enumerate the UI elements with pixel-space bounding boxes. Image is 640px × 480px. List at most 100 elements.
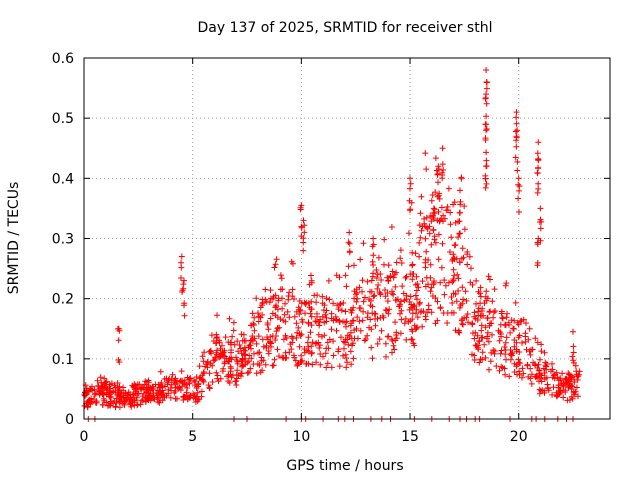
data-point [535,157,542,164]
data-point [289,286,296,293]
data-point [567,397,573,403]
data-point [270,362,277,369]
data-point [569,353,576,360]
data-point [387,273,394,280]
data-point [370,293,377,300]
data-point [377,290,384,297]
data-point [112,404,119,411]
data-point [356,318,363,325]
data-point [487,276,493,283]
data-point [407,293,414,300]
data-point [402,315,409,322]
data-point [389,290,395,297]
data-point [359,277,366,284]
data-point [143,379,150,386]
data-point [442,282,449,289]
data-point [157,397,163,404]
data-point [570,357,577,364]
data-point [267,287,274,294]
data-point [482,135,489,142]
data-point [439,145,446,152]
data-point [253,370,260,377]
data-point [483,85,490,92]
data-point [553,369,560,376]
data-point [486,366,492,373]
data-point [286,289,293,296]
data-point [432,320,439,327]
data-point [459,284,466,291]
data-point [271,356,278,363]
data-point [513,109,520,116]
data-point [255,350,261,357]
data-point [295,324,302,331]
data-point [474,332,481,339]
data-point [449,300,456,306]
data-point [372,311,379,317]
data-point [372,322,379,329]
data-point [265,336,272,343]
data-point [447,209,454,216]
data-point [250,320,257,327]
data-point [475,308,482,315]
data-point [333,327,340,334]
data-point [289,293,296,300]
data-point [465,319,472,326]
data-point [512,299,519,306]
data-point [393,332,400,338]
data-point [382,287,388,293]
data-point [491,286,498,293]
data-point [456,209,463,216]
data-point [390,342,397,349]
data-point [409,305,416,312]
data-point [308,313,315,320]
data-point [534,259,541,266]
data-point [468,265,474,272]
data-point [381,261,387,268]
data-point [210,357,217,364]
data-point [347,306,354,313]
data-point [312,340,319,347]
data-point [437,304,444,311]
data-point [234,338,241,345]
data-point [479,349,486,356]
data-point [93,398,100,405]
data-point [502,339,509,346]
data-point [513,339,520,346]
data-point [167,394,174,401]
data-point [416,222,423,229]
data-point [234,360,241,367]
data-point [266,299,273,306]
data-point [241,351,248,358]
data-point [413,273,420,280]
data-point [116,359,123,365]
data-point [570,359,577,366]
data-point [130,391,137,398]
data-point [483,113,490,120]
data-point [574,373,580,380]
data-point [273,333,279,339]
data-point [538,341,545,348]
data-point [323,314,330,321]
data-point [427,213,434,220]
data-point [257,369,264,376]
data-point [298,352,305,359]
data-point [165,386,172,393]
data-point [435,179,441,186]
data-point [118,389,125,396]
data-point [134,402,141,409]
data-point [386,306,393,313]
data-point [534,189,541,196]
data-point [515,195,522,202]
data-point [178,253,185,260]
data-point [527,375,534,382]
data-point [490,314,497,321]
data-point [235,348,242,355]
data-point [483,163,490,170]
data-point [543,374,550,381]
data-point [515,321,522,328]
data-point [536,219,543,225]
data-point [137,401,144,408]
data-point [571,379,578,385]
data-point [323,307,330,314]
data-point [314,313,320,320]
